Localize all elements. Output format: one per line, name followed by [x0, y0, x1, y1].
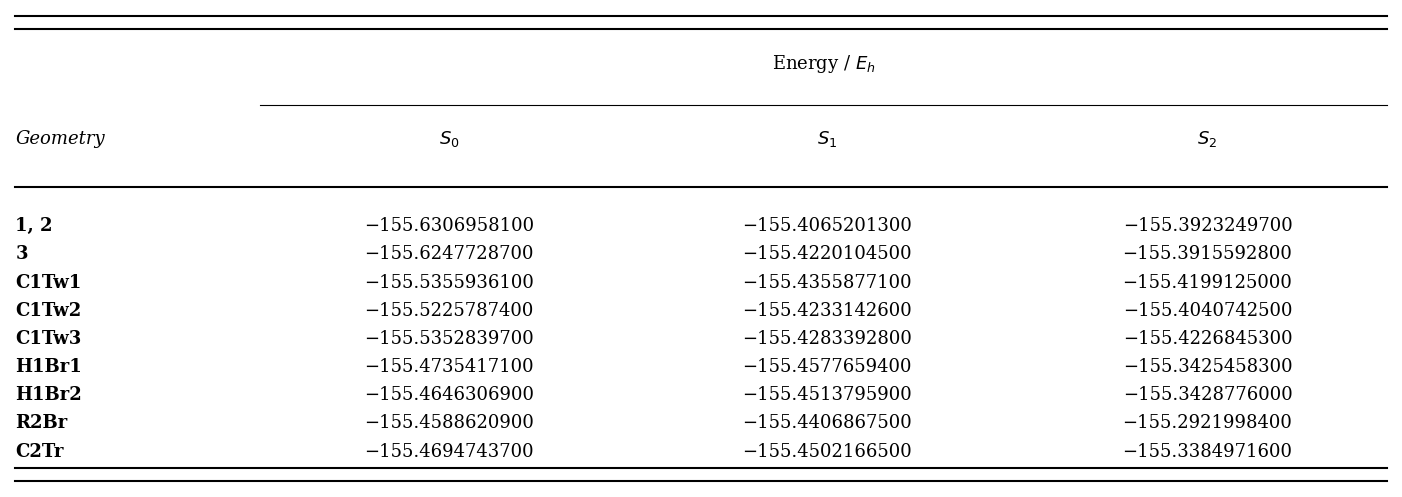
- Text: $S_1$: $S_1$: [817, 129, 837, 149]
- Text: −155.4502166500: −155.4502166500: [742, 443, 911, 461]
- Text: −155.4233142600: −155.4233142600: [742, 302, 911, 320]
- Text: 3: 3: [15, 246, 28, 263]
- Text: −155.4226845300: −155.4226845300: [1123, 330, 1293, 348]
- Text: H1Br2: H1Br2: [15, 386, 83, 404]
- Text: −155.3428776000: −155.3428776000: [1123, 386, 1293, 404]
- Text: Energy / $E_h$: Energy / $E_h$: [771, 53, 875, 76]
- Text: C2Tr: C2Tr: [15, 443, 64, 461]
- Text: −155.3923249700: −155.3923249700: [1123, 217, 1293, 235]
- Text: −155.2921998400: −155.2921998400: [1123, 414, 1293, 432]
- Text: −155.3384971600: −155.3384971600: [1123, 443, 1293, 461]
- Text: R2Br: R2Br: [15, 414, 67, 432]
- Text: −155.3425458300: −155.3425458300: [1123, 358, 1293, 376]
- Text: −155.5225787400: −155.5225787400: [365, 302, 534, 320]
- Text: $S_2$: $S_2$: [1197, 129, 1217, 149]
- Text: $S_0$: $S_0$: [439, 129, 460, 149]
- Text: −155.4355877100: −155.4355877100: [742, 274, 911, 292]
- Text: C1Tw1: C1Tw1: [15, 274, 81, 292]
- Text: −155.4283392800: −155.4283392800: [742, 330, 911, 348]
- Text: −155.4646306900: −155.4646306900: [365, 386, 534, 404]
- Text: −155.4065201300: −155.4065201300: [742, 217, 911, 235]
- Text: −155.4588620900: −155.4588620900: [365, 414, 534, 432]
- Text: C1Tw3: C1Tw3: [15, 330, 81, 348]
- Text: −155.5352839700: −155.5352839700: [365, 330, 534, 348]
- Text: Geometry: Geometry: [15, 130, 105, 148]
- Text: −155.6247728700: −155.6247728700: [365, 246, 534, 263]
- Text: −155.4735417100: −155.4735417100: [365, 358, 534, 376]
- Text: −155.4406867500: −155.4406867500: [742, 414, 911, 432]
- Text: −155.6306958100: −155.6306958100: [365, 217, 534, 235]
- Text: −155.4577659400: −155.4577659400: [742, 358, 911, 376]
- Text: −155.4040742500: −155.4040742500: [1123, 302, 1293, 320]
- Text: C1Tw2: C1Tw2: [15, 302, 81, 320]
- Text: −155.4220104500: −155.4220104500: [742, 246, 911, 263]
- Text: −155.4199125000: −155.4199125000: [1123, 274, 1293, 292]
- Text: 1, 2: 1, 2: [15, 217, 53, 235]
- Text: −155.5355936100: −155.5355936100: [365, 274, 534, 292]
- Text: H1Br1: H1Br1: [15, 358, 83, 376]
- Text: −155.4513795900: −155.4513795900: [742, 386, 911, 404]
- Text: −155.3915592800: −155.3915592800: [1123, 246, 1293, 263]
- Text: −155.4694743700: −155.4694743700: [365, 443, 534, 461]
